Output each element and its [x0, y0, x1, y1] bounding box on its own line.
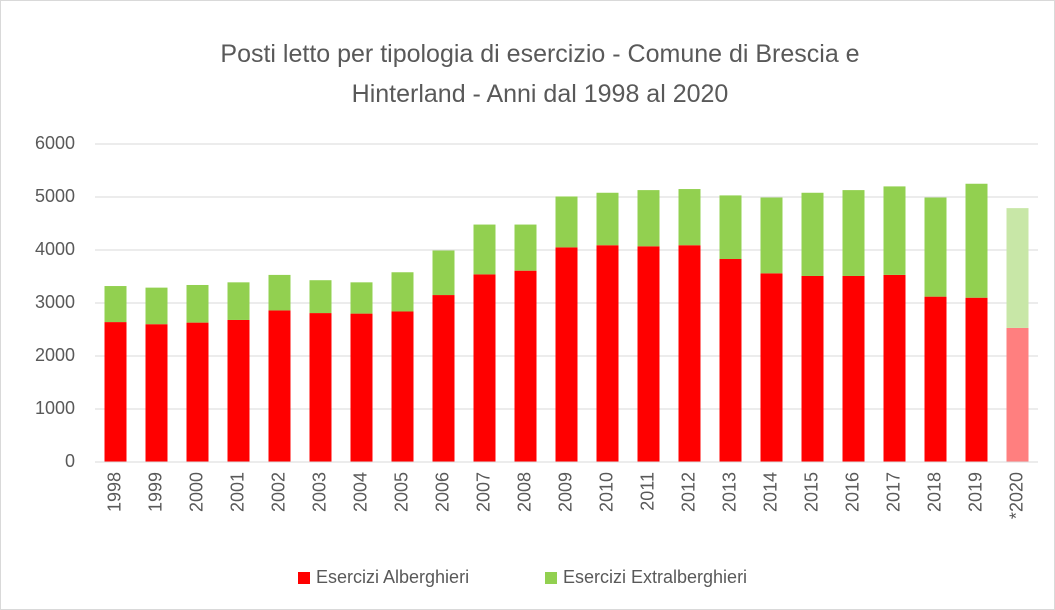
bar-segment	[473, 224, 496, 275]
x-tick-label: 2002	[268, 472, 288, 512]
bar-segment	[391, 272, 414, 312]
bar-segment	[596, 192, 619, 246]
x-tick-label: 2003	[309, 472, 329, 512]
legend-label: Esercizi Alberghieri	[316, 567, 469, 587]
bar-segment	[760, 273, 783, 462]
bar-segment	[801, 275, 824, 462]
bar-segment	[350, 282, 373, 314]
x-tick-label: 2010	[596, 472, 616, 512]
bar-segment	[842, 190, 865, 276]
x-tick-label: *2020	[1006, 472, 1026, 519]
x-tick-label: 2019	[965, 472, 985, 512]
x-tick-label: 2016	[842, 472, 862, 512]
bar-segment	[1006, 327, 1029, 462]
bar-segment	[637, 190, 660, 247]
x-tick-label: 2012	[678, 472, 698, 512]
bar-segment	[227, 319, 250, 462]
legend-swatch	[545, 572, 557, 584]
bar-segment	[555, 196, 578, 248]
bar-segment	[186, 322, 209, 462]
x-tick-label: 2014	[760, 472, 780, 512]
bar-segment	[883, 186, 906, 275]
y-tick-label: 1000	[35, 398, 75, 418]
bar-segment	[965, 183, 988, 298]
bar-segment	[473, 274, 496, 462]
x-tick-label: 2015	[801, 472, 821, 512]
legend-label: Esercizi Extralberghieri	[563, 567, 747, 587]
bar-segment	[104, 286, 127, 323]
bar-segment	[186, 284, 209, 323]
y-tick-label: 0	[65, 451, 75, 471]
bar-segment	[719, 259, 742, 462]
bar-segment	[268, 274, 291, 311]
bar-segment	[801, 192, 824, 276]
bar-segment	[555, 247, 578, 462]
bar-segment	[514, 270, 537, 462]
y-tick-label: 2000	[35, 345, 75, 365]
x-tick-label: 2017	[883, 472, 903, 512]
bar-segment	[104, 322, 127, 462]
bar-segment	[924, 296, 947, 462]
bar-segment	[432, 295, 455, 462]
bar-segment	[432, 250, 455, 296]
bar-segment	[842, 275, 865, 462]
bar-segment	[678, 189, 701, 246]
bar-segment	[145, 324, 168, 462]
legend-swatch	[298, 572, 310, 584]
bar-segment	[350, 313, 373, 462]
bar-segment	[391, 311, 414, 462]
x-tick-label: 2011	[637, 472, 657, 511]
bar-segment	[637, 246, 660, 462]
bar-segment	[309, 280, 332, 314]
bar-segment	[883, 274, 906, 462]
x-tick-label: 2005	[391, 472, 411, 512]
x-tick-label: 2001	[227, 472, 247, 512]
bar-segment	[719, 195, 742, 260]
y-tick-label: 4000	[35, 239, 75, 259]
bar-segment	[924, 197, 947, 297]
bar-segment	[309, 313, 332, 462]
bar-segment	[760, 197, 783, 274]
chart-title: Posti letto per tipologia di esercizio -…	[220, 40, 859, 108]
x-tick-label: 2000	[186, 472, 206, 512]
x-tick-label: 2013	[719, 472, 739, 512]
x-tick-label: 2007	[473, 472, 493, 512]
bar-segment	[678, 245, 701, 462]
bar-segment	[268, 310, 291, 462]
x-tick-label: 1998	[104, 472, 124, 512]
x-tick-label: 2004	[350, 472, 370, 512]
y-tick-label: 6000	[35, 133, 75, 153]
bar-segment	[514, 224, 537, 271]
y-tick-label: 3000	[35, 292, 75, 312]
x-tick-label: 2008	[514, 472, 534, 512]
bar-segment	[145, 287, 168, 325]
x-tick-label: 1999	[145, 472, 165, 512]
bar-segment	[1006, 208, 1029, 328]
x-tick-label: 2006	[432, 472, 452, 512]
bar-segment	[227, 282, 250, 320]
x-tick-label: 2009	[555, 472, 575, 512]
x-tick-label: 2018	[924, 472, 944, 512]
y-tick-label: 5000	[35, 186, 75, 206]
bar-segment	[596, 245, 619, 462]
bar-segment	[965, 297, 988, 462]
